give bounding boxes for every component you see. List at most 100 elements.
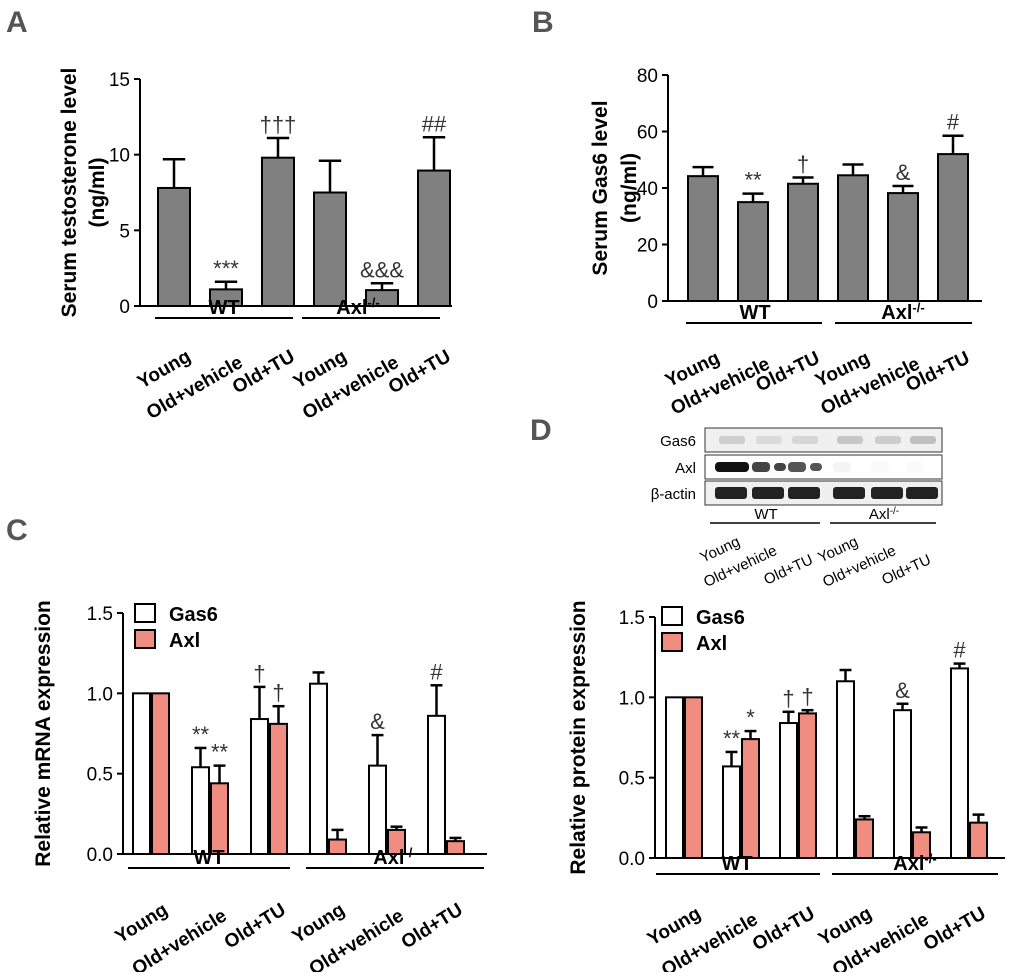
chart-b-ylabel-unit: (ng/ml) bbox=[618, 153, 641, 223]
blot-band-beta-actin bbox=[752, 487, 784, 499]
chart-a-group-label: Axl-/- bbox=[336, 295, 379, 320]
blot-band-axl bbox=[833, 462, 851, 472]
chart-b-group-label: WT bbox=[739, 302, 770, 324]
chart-d-bar-gas6 bbox=[779, 722, 798, 859]
chart-d-bar-axl bbox=[855, 818, 874, 860]
chart-d-ytick-label: 0.0 bbox=[619, 849, 645, 870]
chart-b-ytick-label: 20 bbox=[637, 236, 658, 257]
blot-band-axl bbox=[810, 463, 822, 471]
chart-a-ytick-label: 10 bbox=[109, 146, 130, 167]
chart-d-bar-axl bbox=[912, 831, 931, 860]
chart-d-bar-gas6 bbox=[893, 709, 912, 859]
chart-b-ytick-label: 40 bbox=[637, 179, 658, 200]
chart-b-bar-serum-gas6 bbox=[837, 174, 869, 303]
chart-c-category-label: Old+TU bbox=[398, 899, 467, 953]
chart-a-bar-serum-testosterone bbox=[157, 186, 191, 308]
blot-band-beta-actin bbox=[715, 487, 747, 499]
chart-c-category-label: Old+TU bbox=[221, 899, 290, 953]
chart-a-ytick-label: 5 bbox=[119, 221, 130, 242]
chart-c: 0.0 0.5 1.0 1.5 Relative mRNA expression ** † &… bbox=[32, 600, 487, 972]
chart-a: 0 5 10 15 Serum testosterone level (ng/ml) ***… bbox=[58, 68, 455, 424]
chart-b-ylabel: Serum Gas6 level bbox=[589, 100, 612, 275]
chart-a-group-label: WT bbox=[208, 297, 239, 319]
blot-band-axl bbox=[774, 463, 786, 471]
chart-b-annotation: # bbox=[947, 110, 960, 135]
chart-d-legend-label: Gas6 bbox=[696, 607, 745, 629]
chart-a-annotation: ## bbox=[422, 111, 447, 136]
chart-d-group-label: Axl-/- bbox=[893, 851, 936, 876]
chart-d-ylabel: Relative protein expression bbox=[567, 600, 590, 874]
chart-d-annotation: # bbox=[953, 638, 966, 663]
chart-c-legend-label: Axl bbox=[169, 630, 200, 652]
chart-c-bar-gas6 bbox=[250, 718, 269, 855]
chart-c-ylabel: Relative mRNA expression bbox=[32, 600, 55, 867]
chart-c-annotation: ** bbox=[211, 740, 229, 765]
chart-d-bar-gas6 bbox=[665, 696, 684, 859]
chart-a-annotation: &&& bbox=[360, 257, 404, 282]
blot-band-beta-actin bbox=[788, 487, 820, 499]
blot-row-label: Gas6 bbox=[660, 433, 696, 450]
chart-c-ytick-label: 0.5 bbox=[87, 765, 113, 786]
chart-a-bar-serum-testosterone bbox=[209, 288, 243, 307]
chart-c-annotation: ** bbox=[192, 722, 210, 747]
chart-d-annotation: * bbox=[746, 705, 755, 730]
chart-d-bar-axl bbox=[684, 696, 703, 859]
chart-b-bar-serum-gas6 bbox=[737, 201, 769, 302]
chart-a-ylabel: Serum testosterone level bbox=[58, 68, 81, 318]
chart-d-annotation: ** bbox=[723, 726, 741, 751]
chart-b-group-label: Axl-/- bbox=[881, 300, 924, 325]
chart-a-annotation: ††† bbox=[260, 112, 297, 137]
chart-b-annotation: ** bbox=[744, 168, 762, 193]
chart-b-ytick-label: 60 bbox=[637, 123, 658, 144]
chart-d: 0.0 0.5 1.0 1.5 Relative protein expression *… bbox=[567, 600, 1005, 972]
chart-c-bar-axl bbox=[387, 828, 406, 856]
chart-d-bar-gas6 bbox=[950, 667, 969, 859]
panel-label-a: A bbox=[6, 6, 28, 39]
blot-band-gas6 bbox=[875, 436, 901, 444]
chart-a-ytick-label: 15 bbox=[109, 70, 130, 91]
blot-band-axl bbox=[788, 462, 806, 472]
chart-d-annotation: † bbox=[801, 684, 813, 709]
chart-d-bar-axl bbox=[969, 821, 988, 859]
chart-d-annotation: & bbox=[895, 678, 910, 703]
chart-d-category-label: Old+TU bbox=[920, 903, 989, 955]
chart-c-ytick-label: 0.0 bbox=[87, 845, 113, 866]
blot-band-gas6 bbox=[756, 436, 782, 444]
chart-a-bar-serum-testosterone bbox=[261, 156, 295, 307]
chart-c-bar-axl bbox=[446, 840, 465, 856]
chart-d-ytick-label: 1.5 bbox=[619, 608, 645, 629]
chart-d-category-label: Old+TU bbox=[749, 903, 818, 955]
blot-group-label: WT bbox=[754, 506, 777, 523]
chart-a-ylabel-unit: (ng/ml) bbox=[86, 158, 109, 228]
chart-d-legend-swatch bbox=[661, 632, 683, 652]
chart-c-annotation: & bbox=[370, 709, 385, 734]
chart-c-ytick-label: 1.5 bbox=[87, 604, 113, 625]
chart-b: 0 20 40 60 80 Serum Gas6 level (ng/ml) ** † & # WT A… bbox=[589, 66, 982, 419]
blot-band-gas6 bbox=[719, 436, 745, 444]
chart-b-annotation: † bbox=[797, 152, 809, 177]
blot-band-beta-actin bbox=[871, 487, 903, 499]
chart-a-bar-serum-testosterone bbox=[365, 289, 399, 307]
chart-d-group-label: WT bbox=[721, 853, 752, 875]
chart-d-bar-gas6 bbox=[722, 765, 741, 859]
chart-c-group-label: Axl-/- bbox=[373, 845, 416, 870]
chart-c-annotation: † bbox=[253, 661, 265, 686]
blot-band-gas6 bbox=[910, 436, 936, 444]
chart-b-bar-serum-gas6 bbox=[687, 175, 719, 302]
chart-d-bar-axl bbox=[741, 738, 760, 860]
blot-band-axl bbox=[715, 462, 749, 472]
panel-label-b: B bbox=[532, 6, 554, 39]
chart-d-bar-gas6 bbox=[836, 680, 855, 859]
chart-a-bar-serum-testosterone bbox=[417, 169, 451, 307]
blot-group-label: Axl-/- bbox=[869, 506, 899, 524]
chart-c-group-label: WT bbox=[193, 847, 224, 869]
chart-c-legend-swatch bbox=[134, 629, 156, 649]
panel-label-c: C bbox=[6, 514, 28, 547]
blot-row-label: Axl bbox=[675, 460, 696, 477]
chart-c-ytick-label: 1.0 bbox=[87, 684, 113, 705]
blot-band-beta-actin bbox=[833, 487, 865, 499]
chart-d-annotation: † bbox=[782, 686, 794, 711]
blot-row-label: β-actin bbox=[651, 486, 696, 503]
chart-d-legend-label: Axl bbox=[696, 633, 727, 655]
